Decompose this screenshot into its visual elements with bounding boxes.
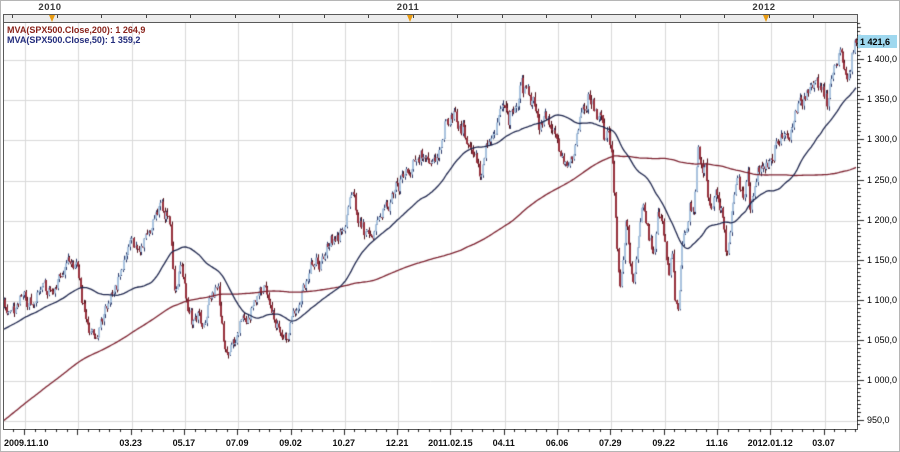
y-axis-label: 1 200,0 (867, 214, 898, 225)
timeline-bar[interactable] (4, 15, 857, 23)
time-axis-ticks (3, 429, 867, 437)
x-axis-label: 2011.02.15 (428, 438, 473, 448)
year-marker-icon (407, 15, 413, 22)
y-axis-label: 1 150,0 (867, 254, 898, 265)
timeline-tick (768, 15, 770, 18)
timeline-tick (234, 15, 236, 18)
x-axis-label: 07.09 (225, 438, 249, 448)
price-axis[interactable]: 1 421,6 1 400,0 1 350,0 1 300,0 1 250,0 1 20… (857, 14, 899, 442)
price-chart-canvas[interactable] (4, 23, 857, 429)
timeline-tick (635, 15, 636, 18)
year-label-2011: 2011 (396, 2, 420, 13)
x-axis-label: 2009.11.10 (4, 438, 49, 448)
x-axis-label: 12.21 (385, 438, 409, 448)
y-axis-label: 1 100,0 (867, 294, 898, 305)
year-label-2012: 2012 (752, 2, 776, 13)
x-axis-label: 2012.01.12 (747, 438, 793, 448)
x-axis-label: 09.22 (652, 438, 675, 448)
timeline-tick (279, 15, 280, 18)
timeline-tick (56, 15, 58, 18)
y-axis-label: 950,0 (867, 415, 890, 426)
timeline-tick (145, 15, 147, 18)
y-axis-label: 1 250,0 (867, 174, 898, 185)
x-axis-label: 10.27 (332, 438, 356, 448)
y-axis-label: 1 000,0 (867, 375, 898, 386)
year-marker-icon (763, 15, 769, 22)
legend: MVA(SPX500.Close,200): 1 264,9 MVA(SPX50… (7, 25, 145, 45)
timeline-tick (368, 15, 369, 18)
current-price-tag: 1 421,6 (858, 35, 897, 49)
timeline-tick (813, 15, 814, 18)
legend-ma50: MVA(SPX500.Close,50): 1 359,2 (7, 35, 141, 45)
x-axis-label: 04.11 (492, 438, 515, 448)
timeline-tick (457, 15, 458, 18)
timeline-tick (412, 15, 414, 18)
timeline-tick (590, 15, 592, 18)
timeline-tick (190, 15, 191, 18)
x-axis-label: 05.17 (172, 438, 196, 448)
x-axis-label: 06.06 (545, 438, 569, 448)
legend-ma200: MVA(SPX500.Close,200): 1 264,9 (7, 25, 146, 35)
timeline-tick (323, 15, 325, 18)
x-axis-label: 09.02 (279, 438, 302, 448)
x-axis-label: 07.29 (599, 438, 622, 448)
x-axis-label: 03.23 (119, 438, 142, 448)
y-axis-label: 1 300,0 (867, 134, 898, 145)
timeline-tick (679, 15, 681, 18)
timeline-tick (101, 15, 102, 18)
plot-frame: MVA(SPX500.Close,200): 1 264,9 MVA(SPX50… (3, 14, 858, 430)
y-axis-label: 1 350,0 (867, 94, 898, 105)
timeline-tick (546, 15, 547, 18)
timeline-tick (724, 15, 725, 18)
price-axis-ticks (857, 14, 866, 442)
year-label-2010: 2010 (38, 2, 62, 13)
x-axis-label: 03.07 (812, 438, 835, 448)
time-axis[interactable]: 2009.11.10 03.23 05.17 07.09 09.02 10.27 12.21… (3, 429, 867, 451)
timeline-tick (501, 15, 503, 18)
y-axis-label: 1 400,0 (867, 54, 898, 65)
year-marker-icon (49, 15, 55, 22)
x-axis-label: 11.16 (705, 438, 728, 448)
y-axis-label: 1 050,0 (867, 335, 898, 346)
timeline-tick (12, 15, 13, 18)
